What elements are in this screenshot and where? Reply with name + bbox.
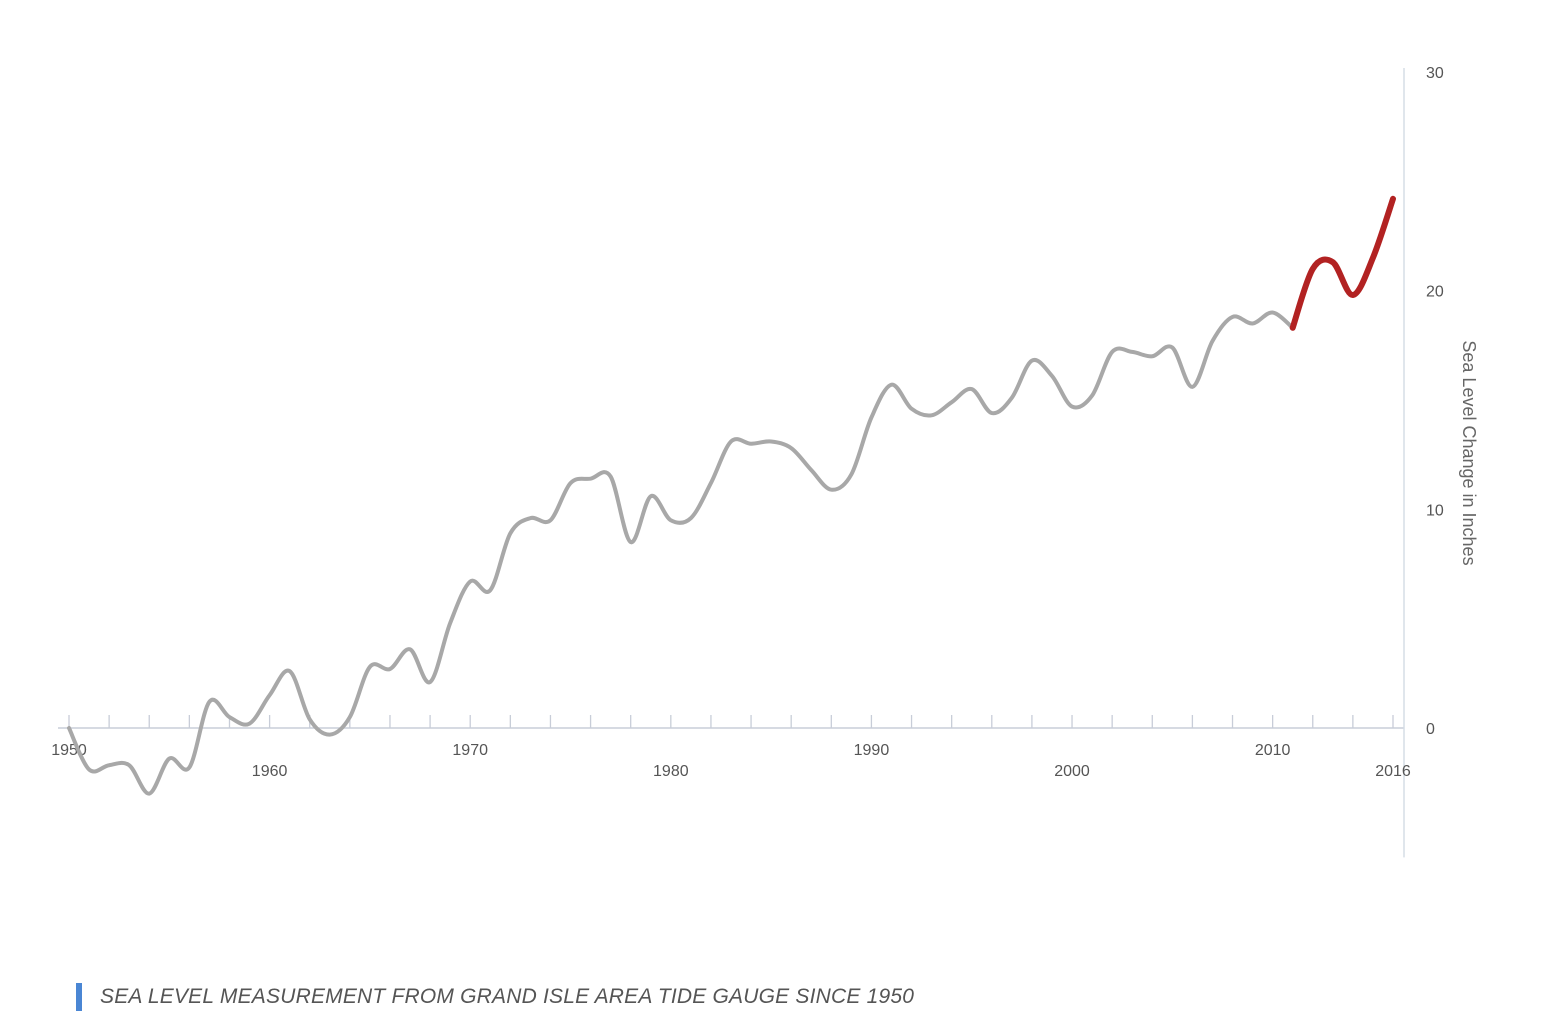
y-tick-label-0: 0	[1426, 721, 1435, 738]
chart-caption: SEA LEVEL MEASUREMENT FROM GRAND ISLE AR…	[76, 982, 914, 1012]
series-line-recent	[1289, 195, 1396, 331]
caption-accent-bar	[76, 983, 82, 1011]
x-axis-ticks	[68, 715, 1394, 728]
y-tick-label-10: 10	[1426, 502, 1444, 519]
caption-text: SEA LEVEL MEASUREMENT FROM GRAND ISLE AR…	[100, 985, 915, 1008]
y-tick-label-20: 20	[1426, 284, 1444, 301]
x-tick-label-2010: 2010	[1255, 742, 1291, 759]
series-lines	[67, 195, 1396, 796]
x-tick-label-1960: 1960	[252, 763, 288, 780]
y-tick-label-30: 30	[1426, 65, 1444, 82]
chart-axes	[58, 68, 1405, 858]
x-tick-label-1990: 1990	[854, 742, 890, 759]
x-tick-label-2000: 2000	[1054, 763, 1090, 780]
x-tick-label-1980: 1980	[653, 763, 689, 780]
y-axis-title: Sea Level Change in Inches	[1459, 340, 1479, 565]
y-axis-tick-labels: 0 10 20 30	[1426, 65, 1444, 738]
x-tick-label-1970: 1970	[452, 742, 488, 759]
series-line-history	[67, 310, 1295, 796]
x-tick-label-2016: 2016	[1375, 763, 1411, 780]
